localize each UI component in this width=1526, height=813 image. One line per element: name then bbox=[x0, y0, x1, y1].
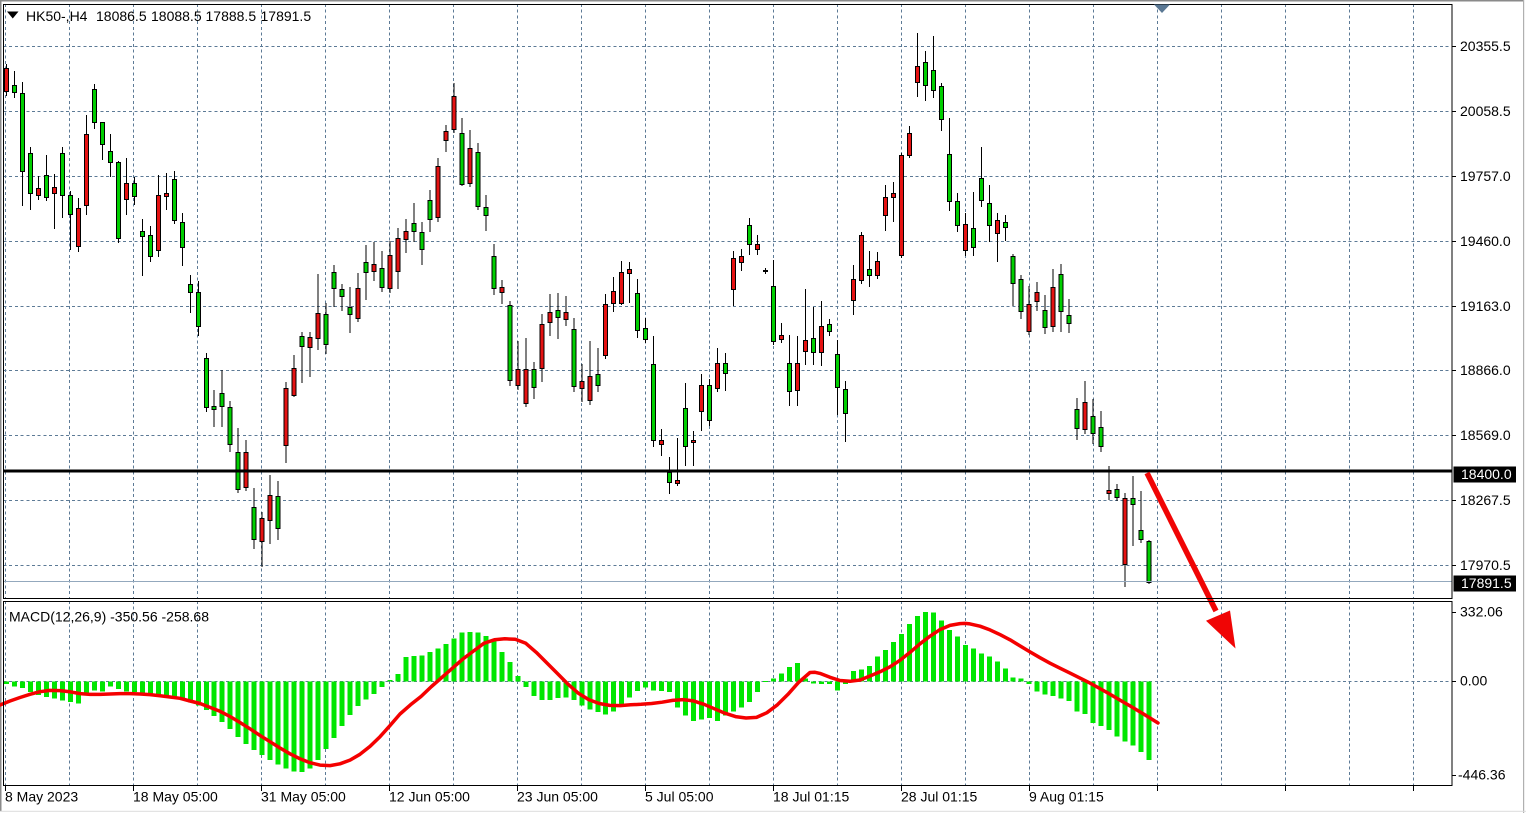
svg-text:18 May 05:00: 18 May 05:00 bbox=[133, 789, 218, 805]
svg-text:18086.5: 18086.5 bbox=[96, 8, 147, 24]
svg-text:9 Aug 01:15: 9 Aug 01:15 bbox=[1029, 789, 1104, 805]
svg-text:31 May 05:00: 31 May 05:00 bbox=[261, 789, 346, 805]
svg-text:MACD(12,26,9) -350.56 -258.68: MACD(12,26,9) -350.56 -258.68 bbox=[9, 609, 209, 625]
svg-text:0.00: 0.00 bbox=[1460, 673, 1487, 689]
svg-text:18866.0: 18866.0 bbox=[1460, 362, 1511, 378]
svg-text:20355.5: 20355.5 bbox=[1460, 38, 1511, 54]
svg-text:8 May 2023: 8 May 2023 bbox=[5, 789, 78, 805]
svg-text:-446.36: -446.36 bbox=[1458, 767, 1506, 783]
svg-text:18088.5: 18088.5 bbox=[151, 8, 202, 24]
svg-text:5 Jul 05:00: 5 Jul 05:00 bbox=[645, 789, 714, 805]
svg-text:18267.5: 18267.5 bbox=[1460, 492, 1511, 508]
svg-text:17888.5: 17888.5 bbox=[206, 8, 257, 24]
svg-text:20058.5: 20058.5 bbox=[1460, 103, 1511, 119]
svg-text:19460.0: 19460.0 bbox=[1460, 233, 1511, 249]
svg-text:HK50-,H4: HK50-,H4 bbox=[26, 8, 88, 24]
svg-text:28 Jul 01:15: 28 Jul 01:15 bbox=[901, 789, 977, 805]
svg-text:19163.0: 19163.0 bbox=[1460, 298, 1511, 314]
svg-text:18 Jul 01:15: 18 Jul 01:15 bbox=[773, 789, 849, 805]
svg-text:18569.0: 18569.0 bbox=[1460, 427, 1511, 443]
svg-text:18400.0: 18400.0 bbox=[1461, 466, 1512, 482]
svg-text:332.06: 332.06 bbox=[1460, 604, 1503, 620]
svg-text:17970.5: 17970.5 bbox=[1460, 557, 1511, 573]
svg-text:17891.5: 17891.5 bbox=[1461, 575, 1512, 591]
svg-text:19757.0: 19757.0 bbox=[1460, 168, 1511, 184]
svg-text:23 Jun 05:00: 23 Jun 05:00 bbox=[517, 789, 598, 805]
svg-text:17891.5: 17891.5 bbox=[261, 8, 312, 24]
svg-text:12 Jun 05:00: 12 Jun 05:00 bbox=[389, 789, 470, 805]
